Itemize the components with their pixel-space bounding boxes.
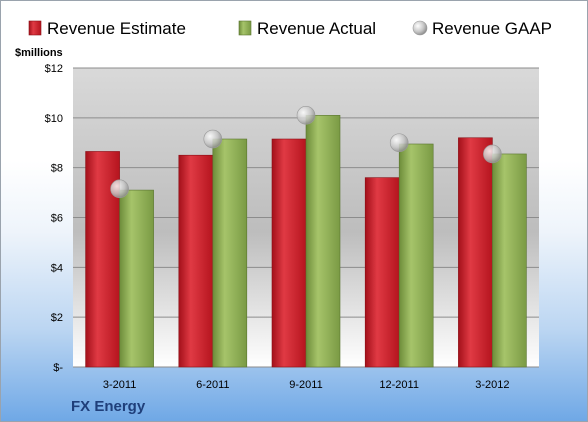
legend-label: Revenue Actual	[257, 19, 376, 38]
legend-label: Revenue Estimate	[47, 19, 186, 38]
bar-revenue-estimate	[364, 177, 400, 368]
marker-revenue-gaap	[110, 179, 129, 199]
marker-revenue-gaap	[483, 144, 502, 164]
y-tick-label: $8	[51, 163, 63, 175]
y-tick-label: $10	[45, 113, 63, 125]
y-tick-label: $6	[51, 213, 63, 225]
legend-marker-gaap	[412, 20, 428, 36]
legend-label: Revenue GAAP	[432, 19, 552, 38]
bar-revenue-estimate	[178, 154, 214, 368]
marker-revenue-gaap	[203, 129, 223, 149]
y-axis-label: $millions	[15, 47, 63, 59]
legend-swatch-actual	[238, 20, 252, 36]
bar-revenue-actual	[119, 189, 154, 368]
y-tick-label: $4	[51, 262, 63, 274]
bar-revenue-estimate	[271, 138, 307, 368]
bar-revenue-estimate	[458, 137, 493, 368]
bar-revenue-actual	[305, 115, 341, 368]
company-name: FX Energy	[71, 398, 146, 415]
bar-revenue-actual	[212, 138, 248, 368]
x-tick-label: 6-2011	[196, 379, 229, 391]
x-tick-label: 3-2012	[475, 379, 509, 391]
bar-revenue-actual	[398, 143, 434, 368]
y-tick-label: $2	[51, 312, 63, 324]
marker-revenue-gaap	[296, 106, 316, 125]
x-tick-label: 9-2011	[289, 379, 322, 391]
x-tick-label: 12-2011	[379, 379, 419, 391]
y-tick-label: $12	[45, 63, 63, 75]
legend-swatch-estimate	[28, 20, 42, 36]
x-tick-label: 3-2011	[103, 379, 136, 391]
bar-revenue-actual	[492, 153, 527, 368]
marker-revenue-gaap	[389, 133, 409, 153]
y-tick-label: $-	[53, 362, 63, 374]
